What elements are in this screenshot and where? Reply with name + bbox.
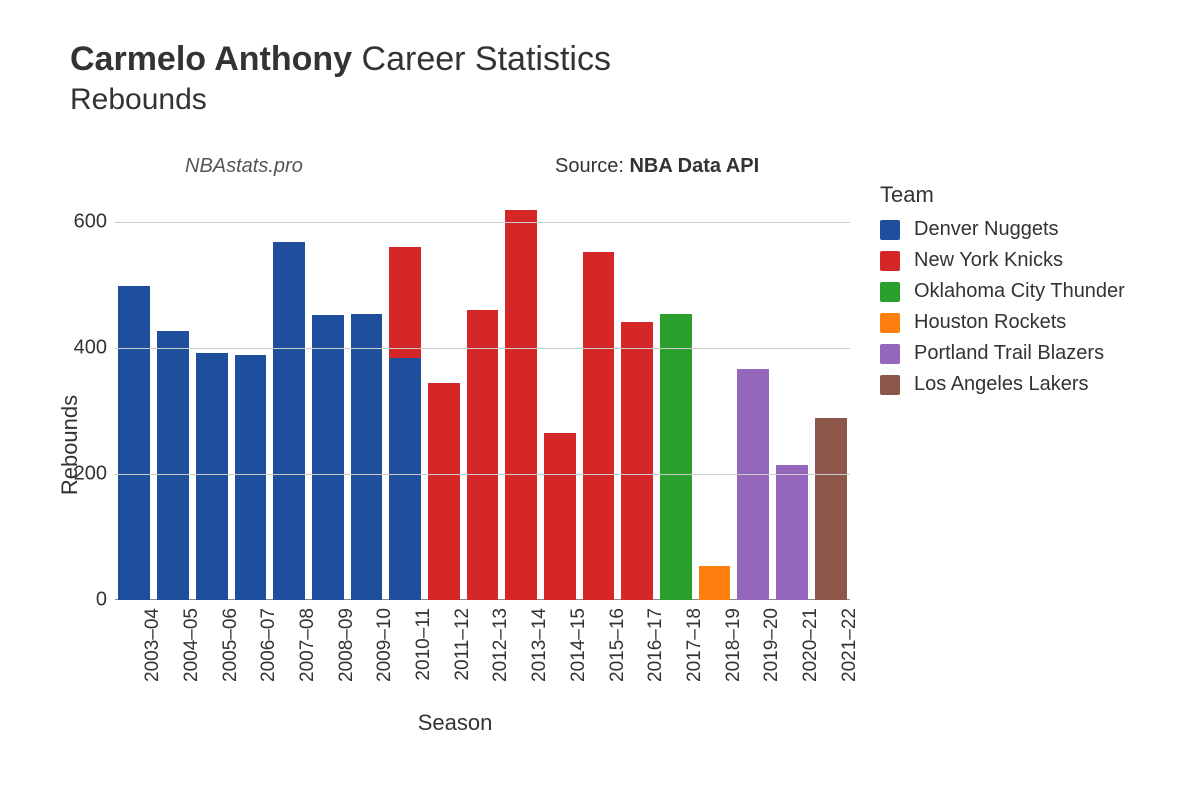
- gridline: [115, 474, 850, 475]
- bar-slot: 2007–08: [273, 190, 305, 600]
- bar-slot: 2014–15: [544, 190, 576, 600]
- legend-items: Denver Nuggets New York Knicks Oklahoma Ci…: [880, 218, 1125, 396]
- bar-slot: 2013–14: [505, 190, 537, 600]
- x-tick-label: 2010–11: [413, 608, 435, 681]
- x-tick-label: 2008–09: [336, 608, 358, 682]
- legend-swatch: [880, 344, 900, 364]
- y-tick-label: 0: [96, 589, 107, 612]
- x-tick-label: 2020–21: [800, 608, 822, 682]
- bar-segment: [815, 418, 847, 600]
- bar-slot: 2012–13: [467, 190, 499, 600]
- y-tick-label: 200: [74, 462, 107, 485]
- bar-segment: [273, 242, 305, 600]
- bars-container: 2003–042004–052005–062006–072007–082008–…: [115, 190, 850, 600]
- chart-title: Carmelo Anthony Career Statistics: [70, 40, 1170, 79]
- bar-slot: 2017–18: [660, 190, 692, 600]
- bar-slot: 2004–05: [157, 190, 189, 600]
- bar-slot: 2009–10: [351, 190, 383, 600]
- legend-item: Denver Nuggets: [880, 218, 1125, 241]
- x-tick-label: 2021–22: [839, 608, 861, 682]
- plot-area: 2003–042004–052005–062006–072007–082008–…: [115, 190, 850, 600]
- bar-slot: 2016–17: [621, 190, 653, 600]
- legend-label: Portland Trail Blazers: [914, 342, 1104, 365]
- chart-subtitle: Rebounds: [70, 83, 1170, 117]
- legend-label: Los Angeles Lakers: [914, 373, 1089, 396]
- bar-segment: [389, 358, 421, 600]
- bar-segment: [660, 314, 692, 600]
- x-tick-label: 2003–04: [142, 608, 164, 682]
- title-player: Carmelo Anthony: [70, 40, 352, 78]
- bar-segment: [505, 210, 537, 600]
- legend-item: Portland Trail Blazers: [880, 342, 1125, 365]
- y-tick-label: 600: [74, 210, 107, 233]
- legend-label: Oklahoma City Thunder: [914, 280, 1125, 303]
- bar-segment: [196, 353, 228, 600]
- x-tick-label: 2009–10: [374, 608, 396, 682]
- x-tick-label: 2005–06: [220, 608, 242, 682]
- legend-label: Denver Nuggets: [914, 218, 1059, 241]
- y-tick-label: 400: [74, 336, 107, 359]
- x-tick-label: 2018–19: [723, 608, 745, 682]
- bar-segment: [544, 433, 576, 600]
- legend-item: Los Angeles Lakers: [880, 373, 1125, 396]
- bar-segment: [737, 369, 769, 600]
- bar-segment: [235, 355, 267, 600]
- x-tick-label: 2017–18: [684, 608, 706, 682]
- bar-slot: 2005–06: [196, 190, 228, 600]
- legend-swatch: [880, 220, 900, 240]
- x-tick-label: 2007–08: [297, 608, 319, 682]
- bar-segment: [583, 252, 615, 600]
- bar-slot: 2003–04: [118, 190, 150, 600]
- bar-slot: 2008–09: [312, 190, 344, 600]
- legend-swatch: [880, 251, 900, 271]
- gridline: [115, 222, 850, 223]
- bar-slot: 2019–20: [737, 190, 769, 600]
- legend-label: Houston Rockets: [914, 311, 1066, 334]
- legend-item: Houston Rockets: [880, 311, 1125, 334]
- bar-slot: 2006–07: [235, 190, 267, 600]
- x-tick-label: 2016–17: [645, 608, 667, 682]
- bar-segment: [157, 331, 189, 600]
- bar-segment: [428, 383, 460, 600]
- x-tick-label: 2013–14: [529, 608, 551, 682]
- x-tick-label: 2006–07: [258, 608, 280, 682]
- bar-segment: [312, 315, 344, 600]
- x-tick-label: 2011–12: [452, 608, 474, 681]
- bar-slot: 2018–19: [699, 190, 731, 600]
- bar-segment: [467, 310, 499, 600]
- legend-label: New York Knicks: [914, 249, 1063, 272]
- x-tick-label: 2015–16: [607, 608, 629, 682]
- x-tick-label: 2014–15: [568, 608, 590, 682]
- legend-swatch: [880, 375, 900, 395]
- x-tick-label: 2019–20: [761, 608, 783, 682]
- bar-segment: [621, 322, 653, 600]
- x-axis-label: Season: [60, 710, 850, 736]
- bar-segment: [699, 566, 731, 600]
- gridline: [115, 348, 850, 349]
- x-tick-label: 2004–05: [181, 608, 203, 682]
- bar-slot: 2015–16: [583, 190, 615, 600]
- bar-slot: 2010–11: [389, 190, 421, 600]
- page: Carmelo Anthony Career Statistics Reboun…: [0, 0, 1200, 800]
- legend-item: Oklahoma City Thunder: [880, 280, 1125, 303]
- bar-slot: 2021–22: [815, 190, 847, 600]
- bar-segment: [389, 247, 421, 358]
- x-tick-label: 2012–13: [490, 608, 512, 682]
- legend-swatch: [880, 313, 900, 333]
- legend-title: Team: [880, 182, 1125, 208]
- legend: Team Denver Nuggets New York Knicks Oklaho…: [880, 182, 1125, 404]
- bar-slot: 2011–12: [428, 190, 460, 600]
- bar-segment: [351, 314, 383, 600]
- legend-item: New York Knicks: [880, 249, 1125, 272]
- legend-swatch: [880, 282, 900, 302]
- title-rest: Career Statistics: [362, 40, 611, 78]
- bar-segment: [776, 465, 808, 600]
- bar-slot: 2020–21: [776, 190, 808, 600]
- bar-segment: [118, 286, 150, 600]
